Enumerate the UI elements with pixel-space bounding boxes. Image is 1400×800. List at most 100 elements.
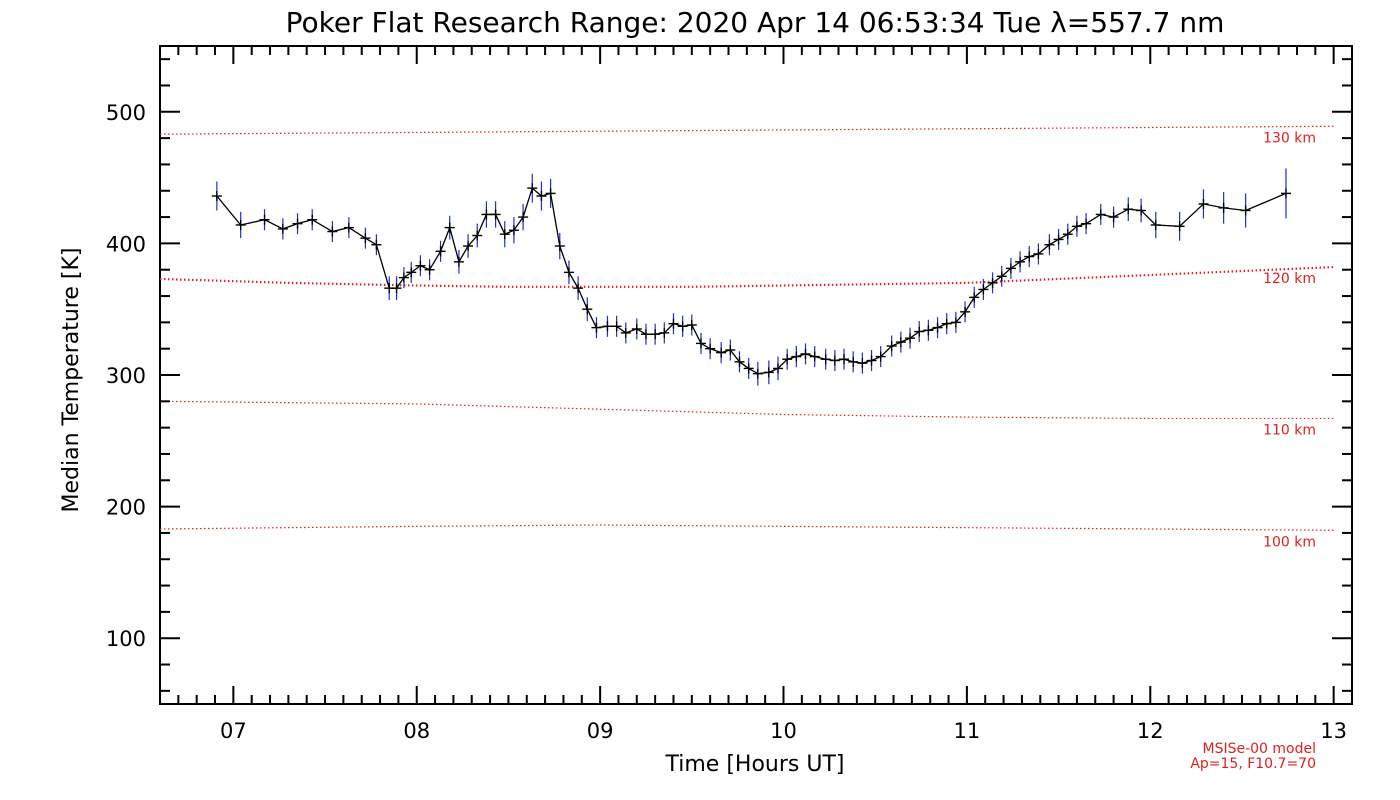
x-tick-label: 12 bbox=[1137, 719, 1164, 743]
data-point bbox=[406, 267, 417, 278]
data-point bbox=[307, 214, 318, 225]
model-curve bbox=[159, 524, 1334, 531]
data-point bbox=[752, 368, 763, 379]
data-point bbox=[518, 212, 529, 223]
data-point bbox=[1095, 209, 1106, 220]
data-point bbox=[668, 318, 679, 329]
data-point bbox=[527, 183, 538, 194]
data-point bbox=[563, 267, 574, 278]
data-point bbox=[602, 321, 613, 332]
data-point bbox=[591, 322, 602, 333]
y-tick-label: 200 bbox=[106, 496, 146, 520]
data-point bbox=[686, 319, 697, 330]
data-point bbox=[773, 363, 784, 374]
data-point bbox=[800, 348, 811, 359]
y-tick-label: 300 bbox=[106, 364, 146, 388]
data-point bbox=[508, 225, 519, 236]
data-point bbox=[677, 321, 688, 332]
model-params-note: Ap=15, F10.7=70 bbox=[1190, 756, 1316, 772]
data-point bbox=[235, 219, 246, 230]
data-point bbox=[343, 222, 354, 233]
plot-frame bbox=[159, 45, 1353, 705]
model-curve bbox=[159, 265, 1334, 288]
model-curve-label: 110 km bbox=[1263, 422, 1316, 438]
data-point bbox=[763, 367, 774, 378]
data-point bbox=[481, 209, 492, 220]
x-tick-label: 08 bbox=[403, 719, 430, 743]
data-point bbox=[620, 327, 631, 338]
data-point bbox=[536, 191, 547, 202]
x-tick-label: 10 bbox=[770, 719, 797, 743]
y-tick-label: 100 bbox=[106, 627, 146, 651]
data-point bbox=[1081, 218, 1092, 229]
data-point bbox=[895, 337, 906, 348]
data-point bbox=[1150, 219, 1161, 230]
data-point bbox=[829, 355, 840, 366]
data-point bbox=[611, 321, 622, 332]
data-point bbox=[809, 351, 820, 362]
data-point bbox=[1280, 188, 1291, 199]
model-curve-label: 120 km bbox=[1263, 271, 1316, 287]
x-axis-label: Time [Hours UT] bbox=[665, 752, 845, 777]
data-point bbox=[866, 355, 877, 366]
data-point bbox=[360, 233, 371, 244]
data-point bbox=[398, 272, 409, 283]
data-point bbox=[996, 271, 1007, 282]
data-point bbox=[923, 325, 934, 336]
data-point bbox=[1240, 205, 1251, 216]
data-point bbox=[1123, 204, 1134, 215]
data-point bbox=[424, 264, 435, 275]
model-curve bbox=[159, 400, 1334, 420]
data-point bbox=[582, 304, 593, 315]
data-point bbox=[277, 223, 288, 234]
data-point bbox=[1218, 202, 1229, 213]
data-series bbox=[211, 168, 1291, 386]
data-point bbox=[391, 283, 402, 294]
data-point bbox=[839, 354, 850, 365]
axes: 07 08 09 10 11 12 13 100 200 300 400 500 bbox=[106, 46, 1353, 743]
y-tick-label: 400 bbox=[106, 232, 146, 256]
model-curve-label: 130 km bbox=[1263, 130, 1316, 146]
data-point bbox=[259, 214, 270, 225]
data-point bbox=[554, 241, 565, 252]
data-point bbox=[932, 322, 943, 333]
data-point bbox=[631, 323, 642, 334]
data-point bbox=[573, 283, 584, 294]
data-point bbox=[941, 318, 952, 329]
data-point bbox=[978, 284, 989, 295]
data-point bbox=[875, 351, 886, 362]
data-point bbox=[782, 354, 793, 365]
data-point bbox=[960, 306, 971, 317]
data-point bbox=[1062, 229, 1073, 240]
data-point bbox=[1136, 205, 1147, 216]
data-point bbox=[848, 356, 859, 367]
data-point bbox=[1024, 251, 1035, 262]
data-point bbox=[292, 218, 303, 229]
data-point bbox=[725, 344, 736, 355]
x-tick-label: 11 bbox=[954, 719, 981, 743]
data-point bbox=[716, 347, 727, 358]
data-point bbox=[950, 317, 961, 328]
model-curve bbox=[159, 125, 1334, 135]
data-point bbox=[1044, 239, 1055, 250]
data-point bbox=[371, 239, 382, 250]
x-tick-label: 09 bbox=[587, 719, 614, 743]
model-curves: 130 km 120 km 110 km 100 km bbox=[159, 125, 1334, 550]
data-point bbox=[1033, 248, 1044, 259]
data-point bbox=[1005, 263, 1016, 274]
data-point bbox=[415, 260, 426, 271]
data-point bbox=[905, 333, 916, 344]
data-point bbox=[640, 329, 651, 340]
x-tick-label: 07 bbox=[220, 719, 247, 743]
data-point bbox=[463, 241, 474, 252]
data-point bbox=[1198, 198, 1209, 209]
data-point bbox=[1071, 221, 1082, 232]
data-point bbox=[987, 277, 998, 288]
data-point bbox=[886, 341, 897, 352]
data-point bbox=[327, 226, 338, 237]
data-point bbox=[1174, 221, 1185, 232]
data-point bbox=[705, 343, 716, 354]
chart-title: Poker Flat Research Range: 2020 Apr 14 0… bbox=[286, 6, 1225, 39]
data-point bbox=[435, 246, 446, 257]
